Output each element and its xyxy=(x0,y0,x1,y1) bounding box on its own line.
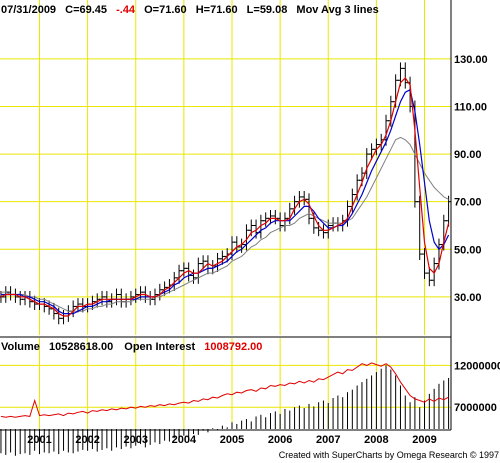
volume-header: Volume 10528618.00 Open Interest 1008792… xyxy=(1,341,262,353)
volume-value: 10528618.00 xyxy=(49,341,113,353)
price-y-tick-label: 50.00 xyxy=(454,244,482,256)
moving-average-mid-line xyxy=(1,88,450,315)
volume-label: Volume xyxy=(1,341,40,353)
credit-text: Created with SuperCharts by Omega Resear… xyxy=(279,450,499,460)
x-tick-label: 2008 xyxy=(364,434,388,446)
price-y-tick-label: 30.00 xyxy=(454,292,482,304)
x-tick-label: 2007 xyxy=(316,434,340,446)
volume-y-tick-label: 12000000 xyxy=(454,360,500,372)
moving-average-fast-line xyxy=(0,76,450,317)
header-open: O=71.60 xyxy=(144,4,187,16)
price-y-tick-label: 90.00 xyxy=(454,149,482,161)
price-y-tick-label: 130.00 xyxy=(454,54,488,66)
x-tick-label: 2009 xyxy=(412,434,436,446)
header-high: H=71.60 xyxy=(196,4,238,16)
header-date: 07/31/2009 xyxy=(1,4,56,16)
header-low: L=59.08 xyxy=(247,4,288,16)
volume-y-tick-label: 7000000 xyxy=(454,402,497,414)
price-y-tick-label: 110.00 xyxy=(454,101,487,113)
header-change: -.44 xyxy=(116,4,136,16)
header-line: 07/31/2009 C=69.45 -.44 O=71.60 H=71.60 … xyxy=(1,4,379,16)
volume-y-axis: 12000000 7000000 xyxy=(454,360,500,414)
x-tick-label: 2002 xyxy=(75,434,99,446)
x-tick-label: 2005 xyxy=(220,434,244,446)
moving-average-slow-line xyxy=(1,136,449,312)
header-study: Mov Avg 3 lines xyxy=(296,4,378,16)
x-tick-label: 2006 xyxy=(268,434,292,446)
price-y-tick-label: 70.00 xyxy=(454,197,482,209)
price-bar xyxy=(445,195,452,227)
header-close: C=69.45 xyxy=(65,4,107,16)
volume-grid xyxy=(0,338,451,429)
panel-frames xyxy=(0,0,452,431)
x-tick-label: 2001 xyxy=(27,434,51,446)
price-grid xyxy=(0,0,451,335)
x-tick-label: 2004 xyxy=(172,434,197,446)
volume-bars xyxy=(0,365,450,456)
x-tick-label: 2003 xyxy=(123,434,147,446)
open-interest-value: 1008792.00 xyxy=(204,341,262,353)
open-interest-line xyxy=(0,362,449,418)
x-axis: 2001 2002 2003 2004 2005 2006 2007 2008 2009 xyxy=(27,434,437,446)
price-y-axis: 130.00 110.00 90.00 70.00 50.00 30.00 xyxy=(454,54,488,304)
open-interest-label: Open Interest xyxy=(124,341,195,353)
